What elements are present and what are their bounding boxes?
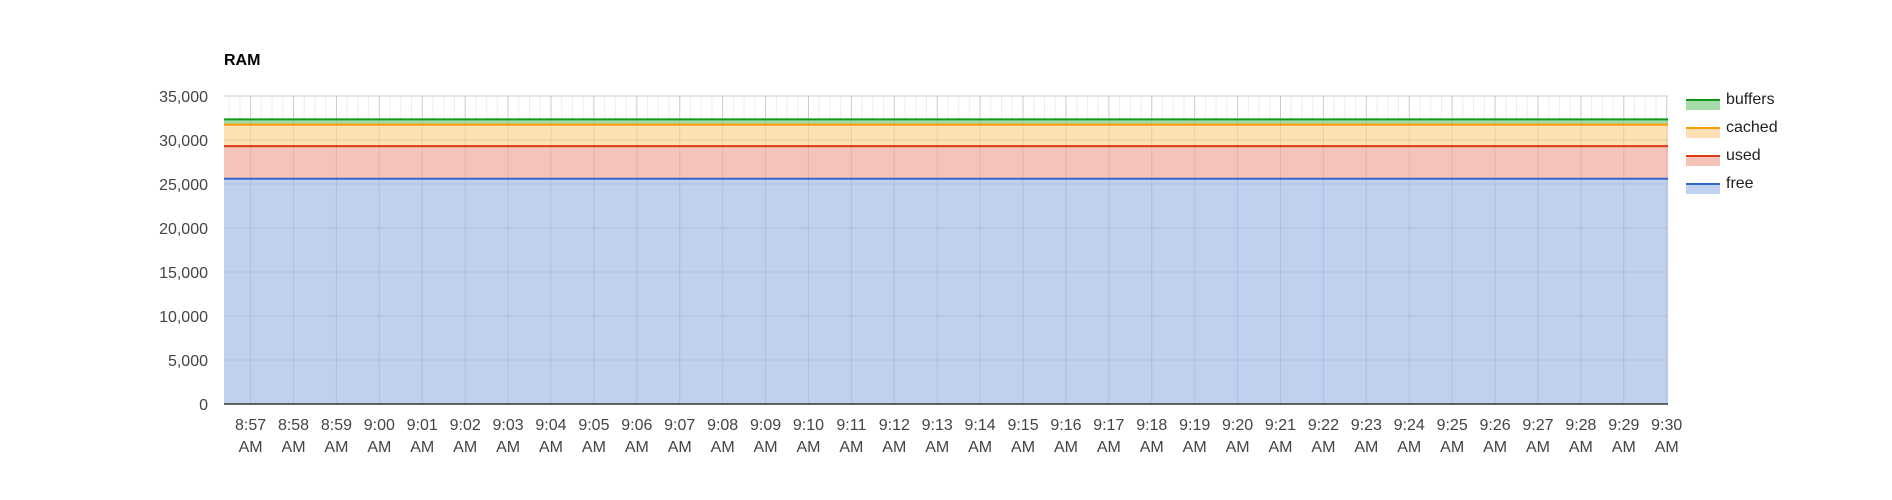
x-tick-ampm: AM: [1440, 439, 1464, 456]
area-cached: [224, 124, 1668, 147]
area-used: [224, 146, 1668, 179]
x-tick-label: 9:10: [793, 417, 824, 434]
x-tick-label: 9:29: [1608, 417, 1639, 434]
x-tick-label: 9:21: [1265, 417, 1296, 434]
x-tick-ampm: AM: [1097, 439, 1121, 456]
x-tick-ampm: AM: [410, 439, 434, 456]
y-tick-label: 10,000: [159, 309, 208, 326]
x-tick-label: 8:59: [321, 417, 352, 434]
legend: buffers cached used free: [1686, 91, 1778, 194]
x-tick-label: 9:24: [1394, 417, 1425, 434]
x-tick-ampm: AM: [1140, 439, 1164, 456]
x-tick-label: 9:12: [879, 417, 910, 434]
x-tick-ampm: AM: [625, 439, 649, 456]
x-tick-label: 9:23: [1351, 417, 1382, 434]
x-tick-label: 9:14: [965, 417, 996, 434]
y-tick-label: 25,000: [159, 177, 208, 194]
y-tick-label: 0: [199, 397, 208, 414]
y-tick-label: 5,000: [168, 353, 208, 370]
area-free: [224, 178, 1668, 404]
x-tick-ampm: AM: [1269, 439, 1293, 456]
x-tick-ampm: AM: [1054, 439, 1078, 456]
y-tick-label: 20,000: [159, 221, 208, 238]
legend-label-buffers: buffers: [1726, 91, 1775, 108]
x-tick-ampm: AM: [1569, 439, 1593, 456]
x-tick-label: 9:22: [1308, 417, 1339, 434]
x-tick-label: 9:11: [836, 417, 866, 434]
x-tick-ampm: AM: [539, 439, 563, 456]
x-tick-label: 8:58: [278, 417, 309, 434]
x-tick-ampm: AM: [1311, 439, 1335, 456]
x-tick-ampm: AM: [1526, 439, 1550, 456]
x-tick-ampm: AM: [1354, 439, 1378, 456]
x-tick-label: 9:27: [1522, 417, 1553, 434]
legend-swatch-free: [1686, 184, 1720, 194]
y-axis: 35,000 30,000 25,000 20,000 15,000 10,000 5,00…: [159, 89, 208, 414]
chart-title: RAM: [224, 52, 260, 69]
x-tick-ampm: AM: [1226, 439, 1250, 456]
x-tick-ampm: AM: [1397, 439, 1421, 456]
x-tick-ampm: AM: [582, 439, 606, 456]
x-tick-label: 9:08: [707, 417, 738, 434]
y-tick-label: 35,000: [159, 89, 208, 106]
x-tick-ampm: AM: [453, 439, 477, 456]
x-tick-label: 9:17: [1093, 417, 1124, 434]
x-tick-ampm: AM: [496, 439, 520, 456]
x-tick-ampm: AM: [1483, 439, 1507, 456]
x-tick-ampm: AM: [668, 439, 692, 456]
x-tick-label: 9:09: [750, 417, 781, 434]
legend-swatch-cached: [1686, 128, 1720, 138]
legend-label-cached: cached: [1726, 119, 1778, 136]
x-tick-ampm: AM: [968, 439, 992, 456]
legend-label-used: used: [1726, 147, 1761, 164]
legend-label-free: free: [1726, 175, 1754, 192]
x-tick-ampm: AM: [754, 439, 778, 456]
x-tick-ampm: AM: [1183, 439, 1207, 456]
x-tick-ampm: AM: [239, 439, 263, 456]
stacked-areas: [224, 95, 1668, 405]
x-tick-label: 9:06: [621, 417, 652, 434]
x-tick-ampm: AM: [1655, 439, 1679, 456]
x-tick-label: 9:30: [1651, 417, 1682, 434]
x-tick-label: 9:03: [493, 417, 524, 434]
x-tick-label: 9:13: [922, 417, 953, 434]
x-tick-ampm: AM: [711, 439, 735, 456]
x-tick-label: 9:26: [1479, 417, 1510, 434]
x-axis: 8:57 AM 8:58 AM 8:59 AM 9:00 AM 9:01 AM 9:02 AM 9:03…: [235, 417, 1682, 456]
legend-item-cached: cached: [1686, 119, 1778, 138]
x-tick-label: 9:15: [1007, 417, 1038, 434]
x-tick-ampm: AM: [1612, 439, 1636, 456]
x-tick-label: 9:01: [407, 417, 438, 434]
x-tick-label: 9:19: [1179, 417, 1210, 434]
x-tick-label: 8:57: [235, 417, 266, 434]
x-tick-label: 9:04: [535, 417, 566, 434]
x-tick-ampm: AM: [796, 439, 820, 456]
legend-item-buffers: buffers: [1686, 91, 1775, 110]
x-tick-label: 9:28: [1565, 417, 1596, 434]
x-tick-ampm: AM: [925, 439, 949, 456]
x-tick-label: 9:18: [1136, 417, 1167, 434]
x-tick-ampm: AM: [882, 439, 906, 456]
legend-item-free: free: [1686, 175, 1754, 194]
x-tick-label: 9:16: [1050, 417, 1081, 434]
x-tick-ampm: AM: [324, 439, 348, 456]
area-buffers: [224, 119, 1668, 125]
legend-swatch-buffers: [1686, 100, 1720, 110]
x-tick-label: 9:20: [1222, 417, 1253, 434]
x-tick-label: 9:02: [450, 417, 481, 434]
x-tick-ampm: AM: [1011, 439, 1035, 456]
x-tick-label: 9:07: [664, 417, 695, 434]
x-tick-label: 9:00: [364, 417, 395, 434]
y-tick-label: 15,000: [159, 265, 208, 282]
x-tick-label: 9:25: [1437, 417, 1468, 434]
x-tick-label: 9:05: [578, 417, 609, 434]
y-tick-label: 30,000: [159, 133, 208, 150]
legend-item-used: used: [1686, 147, 1761, 166]
legend-swatch-used: [1686, 156, 1720, 166]
x-tick-ampm: AM: [839, 439, 863, 456]
x-tick-ampm: AM: [367, 439, 391, 456]
x-tick-ampm: AM: [282, 439, 306, 456]
